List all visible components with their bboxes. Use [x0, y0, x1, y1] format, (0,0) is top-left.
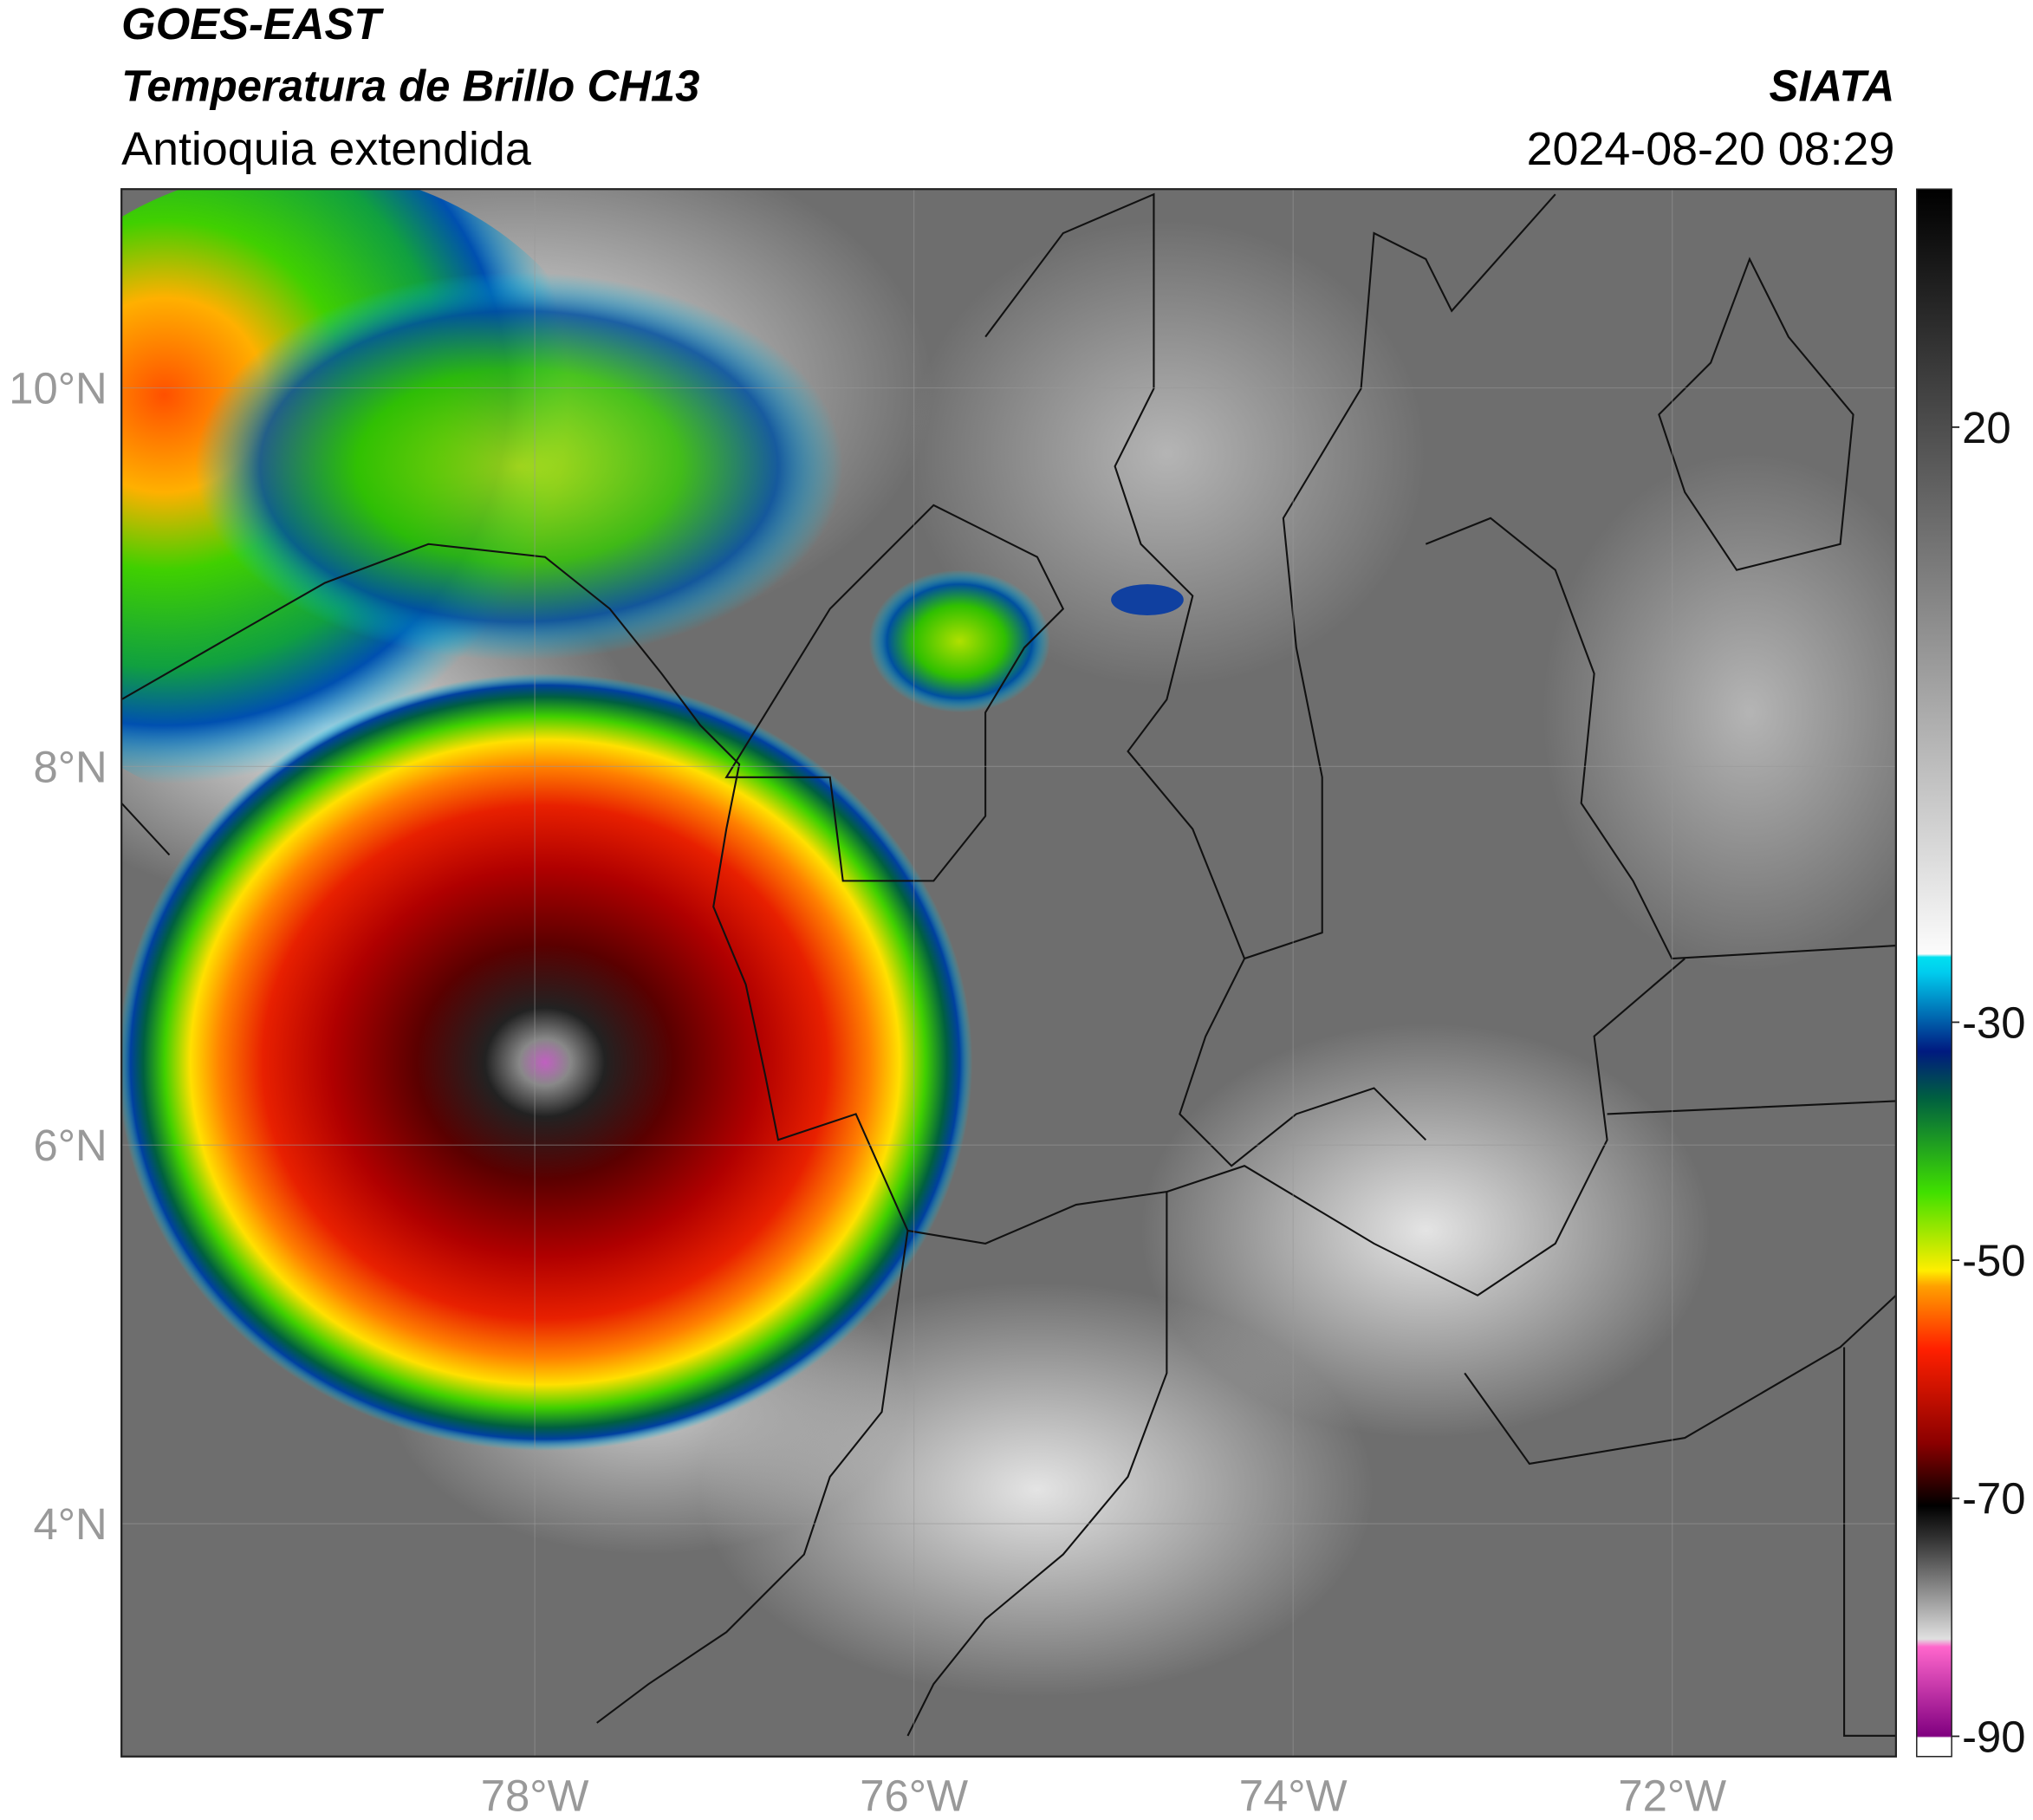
title-agency: SIATA: [1770, 62, 1895, 111]
y-tick-label: 8°N: [33, 742, 107, 791]
map-image: [121, 189, 1896, 1757]
colorbar-tick-label: -30: [1962, 998, 2025, 1047]
y-tick-label: 4°N: [33, 1499, 107, 1549]
x-tick-label: 76°W: [860, 1771, 968, 1820]
y-tick-label: 10°N: [9, 364, 107, 413]
colorbar-tick-label: -70: [1962, 1474, 2025, 1524]
colorbar: [1916, 188, 1952, 1758]
map-frame: [120, 188, 1897, 1758]
graticule: [121, 189, 1896, 1757]
subtitle-region: Antioquia extendida: [121, 123, 531, 175]
x-tick-label: 78°W: [481, 1771, 589, 1820]
title-product: Temperatura de Brillo CH13: [121, 62, 699, 111]
x-tick-label: 72°W: [1618, 1771, 1726, 1820]
colorbar-tick-label: 20: [1962, 403, 2011, 452]
x-tick-label: 74°W: [1239, 1771, 1348, 1820]
colorbar-tick-label: -50: [1962, 1236, 2025, 1285]
y-tick-label: 6°N: [33, 1121, 107, 1170]
colorbar-tick-label: -90: [1962, 1712, 2025, 1761]
timestamp: 2024-08-20 08:29: [1527, 123, 1895, 175]
title-source: GOES-EAST: [121, 0, 384, 49]
